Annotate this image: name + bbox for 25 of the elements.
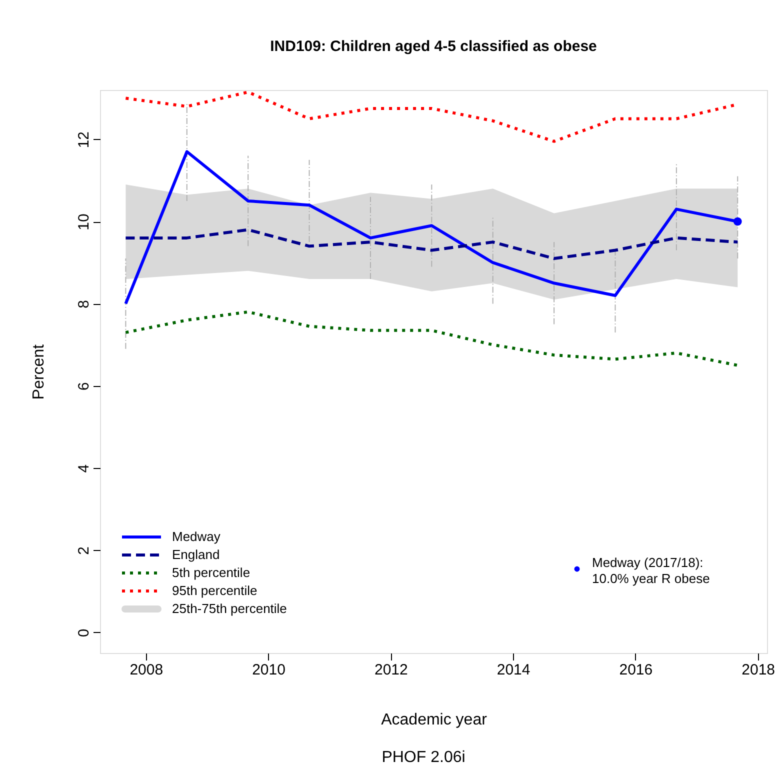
x-tick-label: 2012 xyxy=(374,662,408,678)
chart-title: IND109: Children aged 4-5 classified as obese xyxy=(270,38,597,55)
line-series xyxy=(124,228,740,260)
legend-label: 5th percentile xyxy=(172,565,250,580)
legend-label: England xyxy=(172,547,220,562)
x-axis-title: Academic year xyxy=(381,712,488,728)
line-series xyxy=(124,310,740,367)
legend-label: 95th percentile xyxy=(172,583,258,598)
legend-label: Medway (2017/18): 10.0% year R obese xyxy=(592,555,710,586)
y-tick-label: 6 xyxy=(76,382,92,391)
x-tick-label: 2018 xyxy=(742,662,776,678)
legend-label: Medway xyxy=(172,529,221,544)
y-tick-label: 8 xyxy=(76,300,92,308)
x-tick-label: 2010 xyxy=(252,662,286,678)
annotation: 25th-75th percentile xyxy=(172,601,287,616)
x-tick-label: 2014 xyxy=(496,662,530,678)
y-tick-label: 10 xyxy=(76,214,92,230)
text: PHOF 2.06i xyxy=(382,749,466,766)
y-tick-label: 4 xyxy=(76,464,92,473)
y-tick-label: 2 xyxy=(76,546,92,555)
y-tick-label: 0 xyxy=(76,628,92,638)
y-tick-label: 12 xyxy=(76,131,92,148)
x-tick-label: 2016 xyxy=(619,662,653,678)
y-axis-title: Percent xyxy=(30,344,48,400)
x-tick-label: 2008 xyxy=(130,662,164,678)
